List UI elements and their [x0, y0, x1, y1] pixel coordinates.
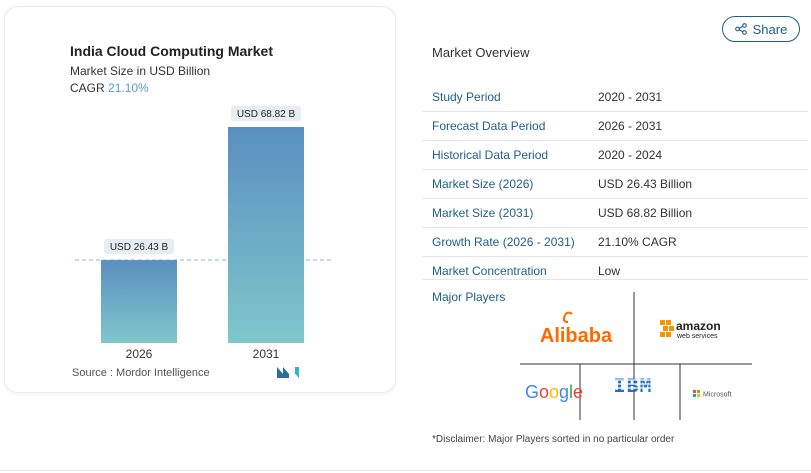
- svg-text:Alibaba: Alibaba: [540, 325, 613, 347]
- ibm-logo: IBM: [610, 376, 656, 399]
- mordor-logo-icon: [277, 367, 299, 378]
- share-button[interactable]: Share: [722, 16, 800, 42]
- overview-key: Forecast Data Period: [432, 119, 546, 133]
- overview-value: USD 68.82 Billion: [598, 206, 693, 220]
- disclaimer: *Disclaimer: Major Players sorted in no …: [432, 434, 675, 445]
- svg-text:Google: Google: [525, 382, 583, 402]
- chart-subtitle: Market Size in USD Billion: [70, 64, 211, 78]
- share-label: Share: [752, 21, 788, 37]
- data-label: USD 68.82 B: [237, 109, 296, 120]
- chart-source: Source : Mordor Intelligence: [72, 367, 210, 379]
- overview-row-study-period: Study Period 2020 - 2031: [422, 83, 808, 112]
- source-label: Source :: [72, 367, 113, 379]
- overview-value: Low: [598, 264, 621, 278]
- overview-title: Market Overview: [432, 45, 530, 60]
- x-tick-label: 2031: [253, 347, 280, 361]
- overview-key: Historical Data Period: [432, 148, 549, 162]
- overview-row-market-size-2031: Market Size (2031) USD 68.82 Billion: [422, 199, 808, 228]
- share-icon: [734, 23, 747, 35]
- svg-text:web services: web services: [676, 333, 718, 340]
- chart-cagr: CAGR 21.10%: [70, 81, 149, 95]
- aws-logo: amazon web services: [660, 319, 721, 340]
- overview-row-market-concentration: Market Concentration Low: [422, 257, 808, 285]
- overview-row-growth-rate: Growth Rate (2026 - 2031) 21.10% CAGR: [422, 228, 808, 257]
- bar-2031: [228, 127, 304, 343]
- bar-chart: USD 26.43 B 2026 USD 68.82 B 2031: [75, 106, 332, 361]
- major-players-logos: Alibaba amazon web services Google IBM M…: [520, 292, 752, 420]
- overview-value: USD 26.43 Billion: [598, 177, 693, 191]
- overview-key: Market Size (2031): [432, 206, 534, 220]
- google-logo: Google: [525, 382, 583, 402]
- overview-key: Growth Rate (2026 - 2031): [432, 235, 575, 249]
- overview-key: Study Period: [432, 90, 501, 104]
- bar-2026: [101, 260, 177, 343]
- market-chart-card: [4, 6, 396, 393]
- overview-value: 2020 - 2024: [598, 148, 663, 162]
- data-label-bg: [231, 106, 301, 121]
- source-name: Mordor Intelligence: [116, 367, 210, 379]
- cagr-value: 21.10%: [108, 81, 149, 95]
- overview-key: Market Concentration: [432, 264, 547, 278]
- divider: [422, 279, 808, 280]
- overview-value: 21.10% CAGR: [598, 235, 677, 249]
- data-label-bg: [104, 239, 174, 255]
- data-label: USD 26.43 B: [110, 242, 169, 253]
- svg-text:Microsoft: Microsoft: [703, 392, 731, 399]
- overview-row-historical-period: Historical Data Period 2020 - 2024: [422, 141, 808, 170]
- overview-row-market-size-2026: Market Size (2026) USD 26.43 Billion: [422, 170, 808, 199]
- cagr-label: CAGR: [70, 81, 105, 95]
- overview-row-forecast-period: Forecast Data Period 2026 - 2031: [422, 112, 808, 141]
- overview-table: Study Period 2020 - 2031 Forecast Data P…: [422, 83, 808, 285]
- microsoft-logo: Microsoft: [693, 390, 731, 399]
- major-players-label: Major Players: [432, 290, 506, 304]
- chart-title: India Cloud Computing Market: [70, 43, 273, 59]
- x-tick-label: 2026: [126, 347, 153, 361]
- overview-value: 2020 - 2031: [598, 90, 663, 104]
- overview-value: 2026 - 2031: [598, 119, 663, 133]
- overview-key: Market Size (2026): [432, 177, 534, 191]
- svg-text:amazon: amazon: [676, 319, 721, 333]
- bottom-divider: [0, 470, 811, 471]
- alibaba-logo: Alibaba: [540, 311, 613, 347]
